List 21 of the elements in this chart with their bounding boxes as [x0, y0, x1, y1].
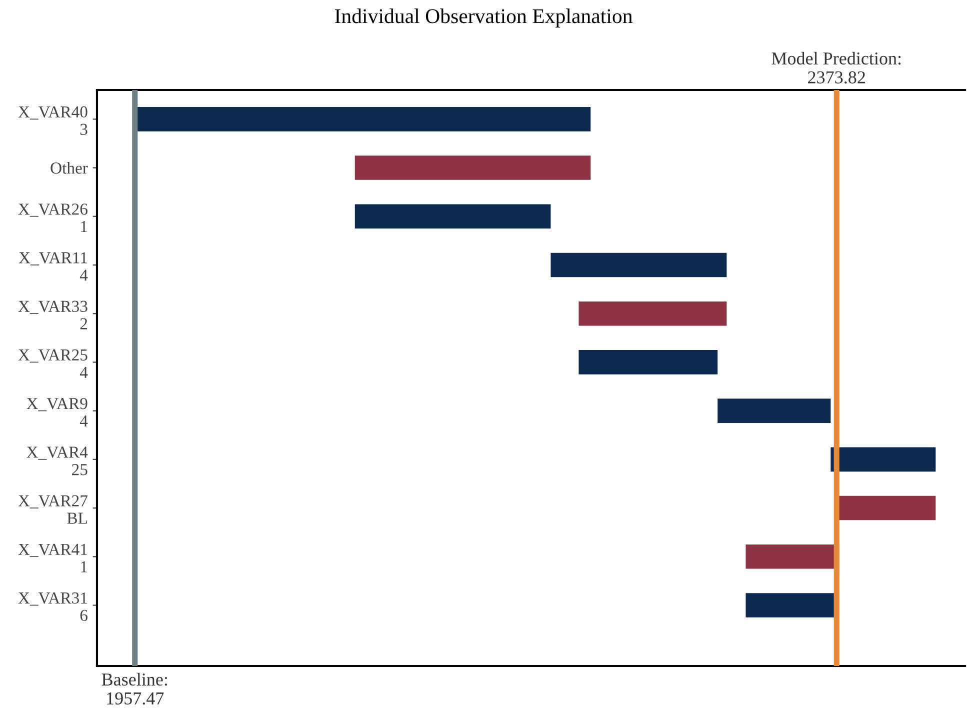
y-tick-label: X_VAR27 BL [18, 495, 88, 524]
y-tick-label: X_VAR33 2 [18, 300, 88, 330]
bar [578, 301, 727, 326]
ref-line-label: Model Prediction: 2373.82 [772, 52, 901, 84]
y-tick-label: X_VAR41 1 [18, 544, 87, 572]
bar [550, 252, 727, 278]
y-tick-label: X_VAR31 6 [18, 592, 88, 622]
bar [830, 447, 936, 472]
bar [354, 204, 551, 229]
y-tick-label: X_VAR9 4 [26, 398, 88, 426]
y-tick-label: X_VAR26 1 [18, 204, 88, 232]
ref-line-label: Baseline: 1957.47 [102, 672, 167, 705]
bar [354, 156, 591, 180]
chart-title: Individual Observation Explanation [334, 8, 632, 28]
bar [578, 350, 718, 374]
y-tick-label: X_VAR25 4 [18, 349, 88, 378]
y-tick-label: X_VAR4 25 [26, 446, 88, 476]
y-tick-label: X_VAR11 4 [18, 252, 88, 281]
y-tick-label: Other [50, 162, 88, 174]
y-tick-label: X_VAR40 3 [18, 106, 88, 135]
bar [718, 398, 831, 423]
